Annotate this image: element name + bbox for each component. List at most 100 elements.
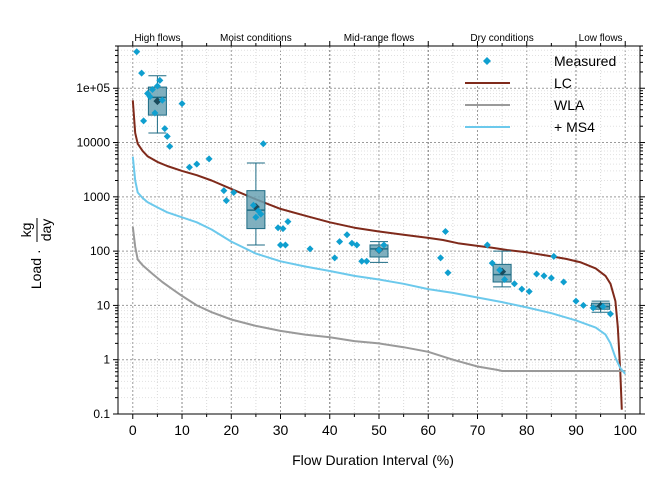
series-line-ms4 bbox=[131, 156, 626, 375]
y-tick-label: 10 bbox=[97, 298, 111, 312]
measured-point bbox=[599, 303, 607, 311]
measured-point bbox=[166, 142, 174, 150]
measured-point bbox=[279, 225, 287, 233]
measured-point bbox=[331, 254, 339, 262]
measured-point bbox=[306, 245, 314, 253]
measured-point bbox=[496, 266, 504, 274]
measured-point bbox=[259, 140, 267, 148]
measured-point bbox=[281, 241, 289, 249]
measured-point bbox=[156, 76, 164, 84]
measured-point bbox=[249, 201, 257, 209]
measured-point bbox=[488, 259, 496, 267]
boxplot-mean bbox=[153, 97, 162, 106]
measured-point bbox=[547, 274, 555, 282]
y-tick-label: 1000 bbox=[83, 190, 110, 204]
measured-point bbox=[163, 132, 171, 140]
y-axis-label-denominator: day bbox=[38, 219, 54, 242]
measured-point bbox=[220, 187, 228, 195]
y-axis-label: Load · kg day bbox=[18, 218, 54, 289]
measured-point bbox=[257, 210, 265, 218]
measured-point bbox=[284, 218, 292, 226]
measured-point bbox=[560, 278, 568, 286]
measured-point bbox=[230, 189, 238, 197]
measured-point bbox=[277, 241, 285, 249]
y-tick-label: 10000 bbox=[77, 136, 111, 150]
measured-point bbox=[252, 213, 260, 221]
legend-label: Measured bbox=[554, 53, 616, 69]
zone-label: Moist conditions bbox=[220, 33, 292, 44]
y-tick-label: 1e+05 bbox=[76, 81, 110, 95]
measured-point bbox=[185, 163, 193, 171]
measured-point bbox=[358, 257, 366, 265]
legend-label: LC bbox=[554, 75, 572, 91]
legend-key-measured bbox=[483, 57, 491, 65]
measured-point bbox=[161, 125, 169, 133]
boxplots bbox=[147, 75, 611, 313]
zone-label: Low flows bbox=[579, 33, 623, 44]
measured-point bbox=[444, 269, 452, 277]
zone-label: Mid-range flows bbox=[344, 33, 415, 44]
legend-label: WLA bbox=[554, 97, 585, 113]
measured-point bbox=[483, 241, 491, 249]
measured-point bbox=[606, 310, 614, 318]
x-tick-label: 60 bbox=[420, 422, 436, 438]
measured-point bbox=[437, 254, 445, 262]
legend: Measured LC WLA + MS4 bbox=[465, 53, 616, 135]
measured-point bbox=[274, 224, 282, 232]
measured-point bbox=[222, 197, 230, 205]
measured-point bbox=[375, 246, 383, 254]
measured-point bbox=[343, 231, 351, 239]
measured-point bbox=[533, 270, 541, 278]
measured-point bbox=[589, 304, 597, 312]
measured-point bbox=[193, 160, 201, 168]
measured-point bbox=[151, 109, 159, 117]
series-lines bbox=[131, 100, 626, 410]
measured-point bbox=[441, 227, 449, 235]
measured-point bbox=[501, 276, 509, 284]
measured-point bbox=[518, 285, 526, 293]
measured-point bbox=[336, 238, 344, 246]
flow-zone-dividers bbox=[181, 46, 577, 414]
measured-points bbox=[133, 48, 614, 318]
measured-point bbox=[178, 100, 186, 108]
measured-point bbox=[205, 155, 213, 163]
measured-point bbox=[380, 241, 388, 249]
measured-point bbox=[572, 297, 580, 305]
measured-point bbox=[146, 93, 154, 101]
measured-point bbox=[158, 96, 166, 104]
x-tick-label: 100 bbox=[614, 422, 638, 438]
x-tick-label: 70 bbox=[470, 422, 486, 438]
x-tick-label: 50 bbox=[371, 422, 387, 438]
series-line-lc bbox=[131, 100, 623, 410]
y-axis-label-numerator: kg bbox=[18, 223, 34, 238]
x-tick-label: 40 bbox=[322, 422, 338, 438]
y-axis-label-prefix: Load bbox=[28, 258, 44, 289]
measured-point bbox=[140, 117, 148, 125]
x-tick-label: 30 bbox=[273, 422, 289, 438]
x-tick-label: 0 bbox=[129, 422, 137, 438]
measured-point bbox=[363, 257, 371, 265]
zone-label: Dry conditions bbox=[470, 33, 533, 44]
measured-point bbox=[510, 280, 518, 288]
y-tick-label: 0.1 bbox=[93, 407, 110, 421]
x-axis-label: Flow Duration Interval (%) bbox=[292, 452, 454, 468]
legend-label: + MS4 bbox=[554, 119, 595, 135]
y-tick-label: 100 bbox=[90, 244, 110, 258]
series-line-wla bbox=[131, 226, 626, 372]
x-tick-label: 90 bbox=[568, 422, 584, 438]
measured-point bbox=[550, 252, 558, 260]
x-tick-label: 10 bbox=[174, 422, 190, 438]
zone-label: High flows bbox=[134, 33, 180, 44]
measured-point bbox=[133, 48, 141, 56]
x-tick-label: 80 bbox=[519, 422, 535, 438]
measured-point bbox=[353, 241, 361, 249]
measured-point bbox=[148, 85, 156, 93]
svg-text:·: · bbox=[30, 249, 46, 254]
measured-point bbox=[153, 82, 161, 90]
measured-point bbox=[579, 301, 587, 309]
x-tick-label: 20 bbox=[223, 422, 239, 438]
y-tick-label: 1 bbox=[103, 353, 110, 367]
measured-point bbox=[540, 272, 548, 280]
